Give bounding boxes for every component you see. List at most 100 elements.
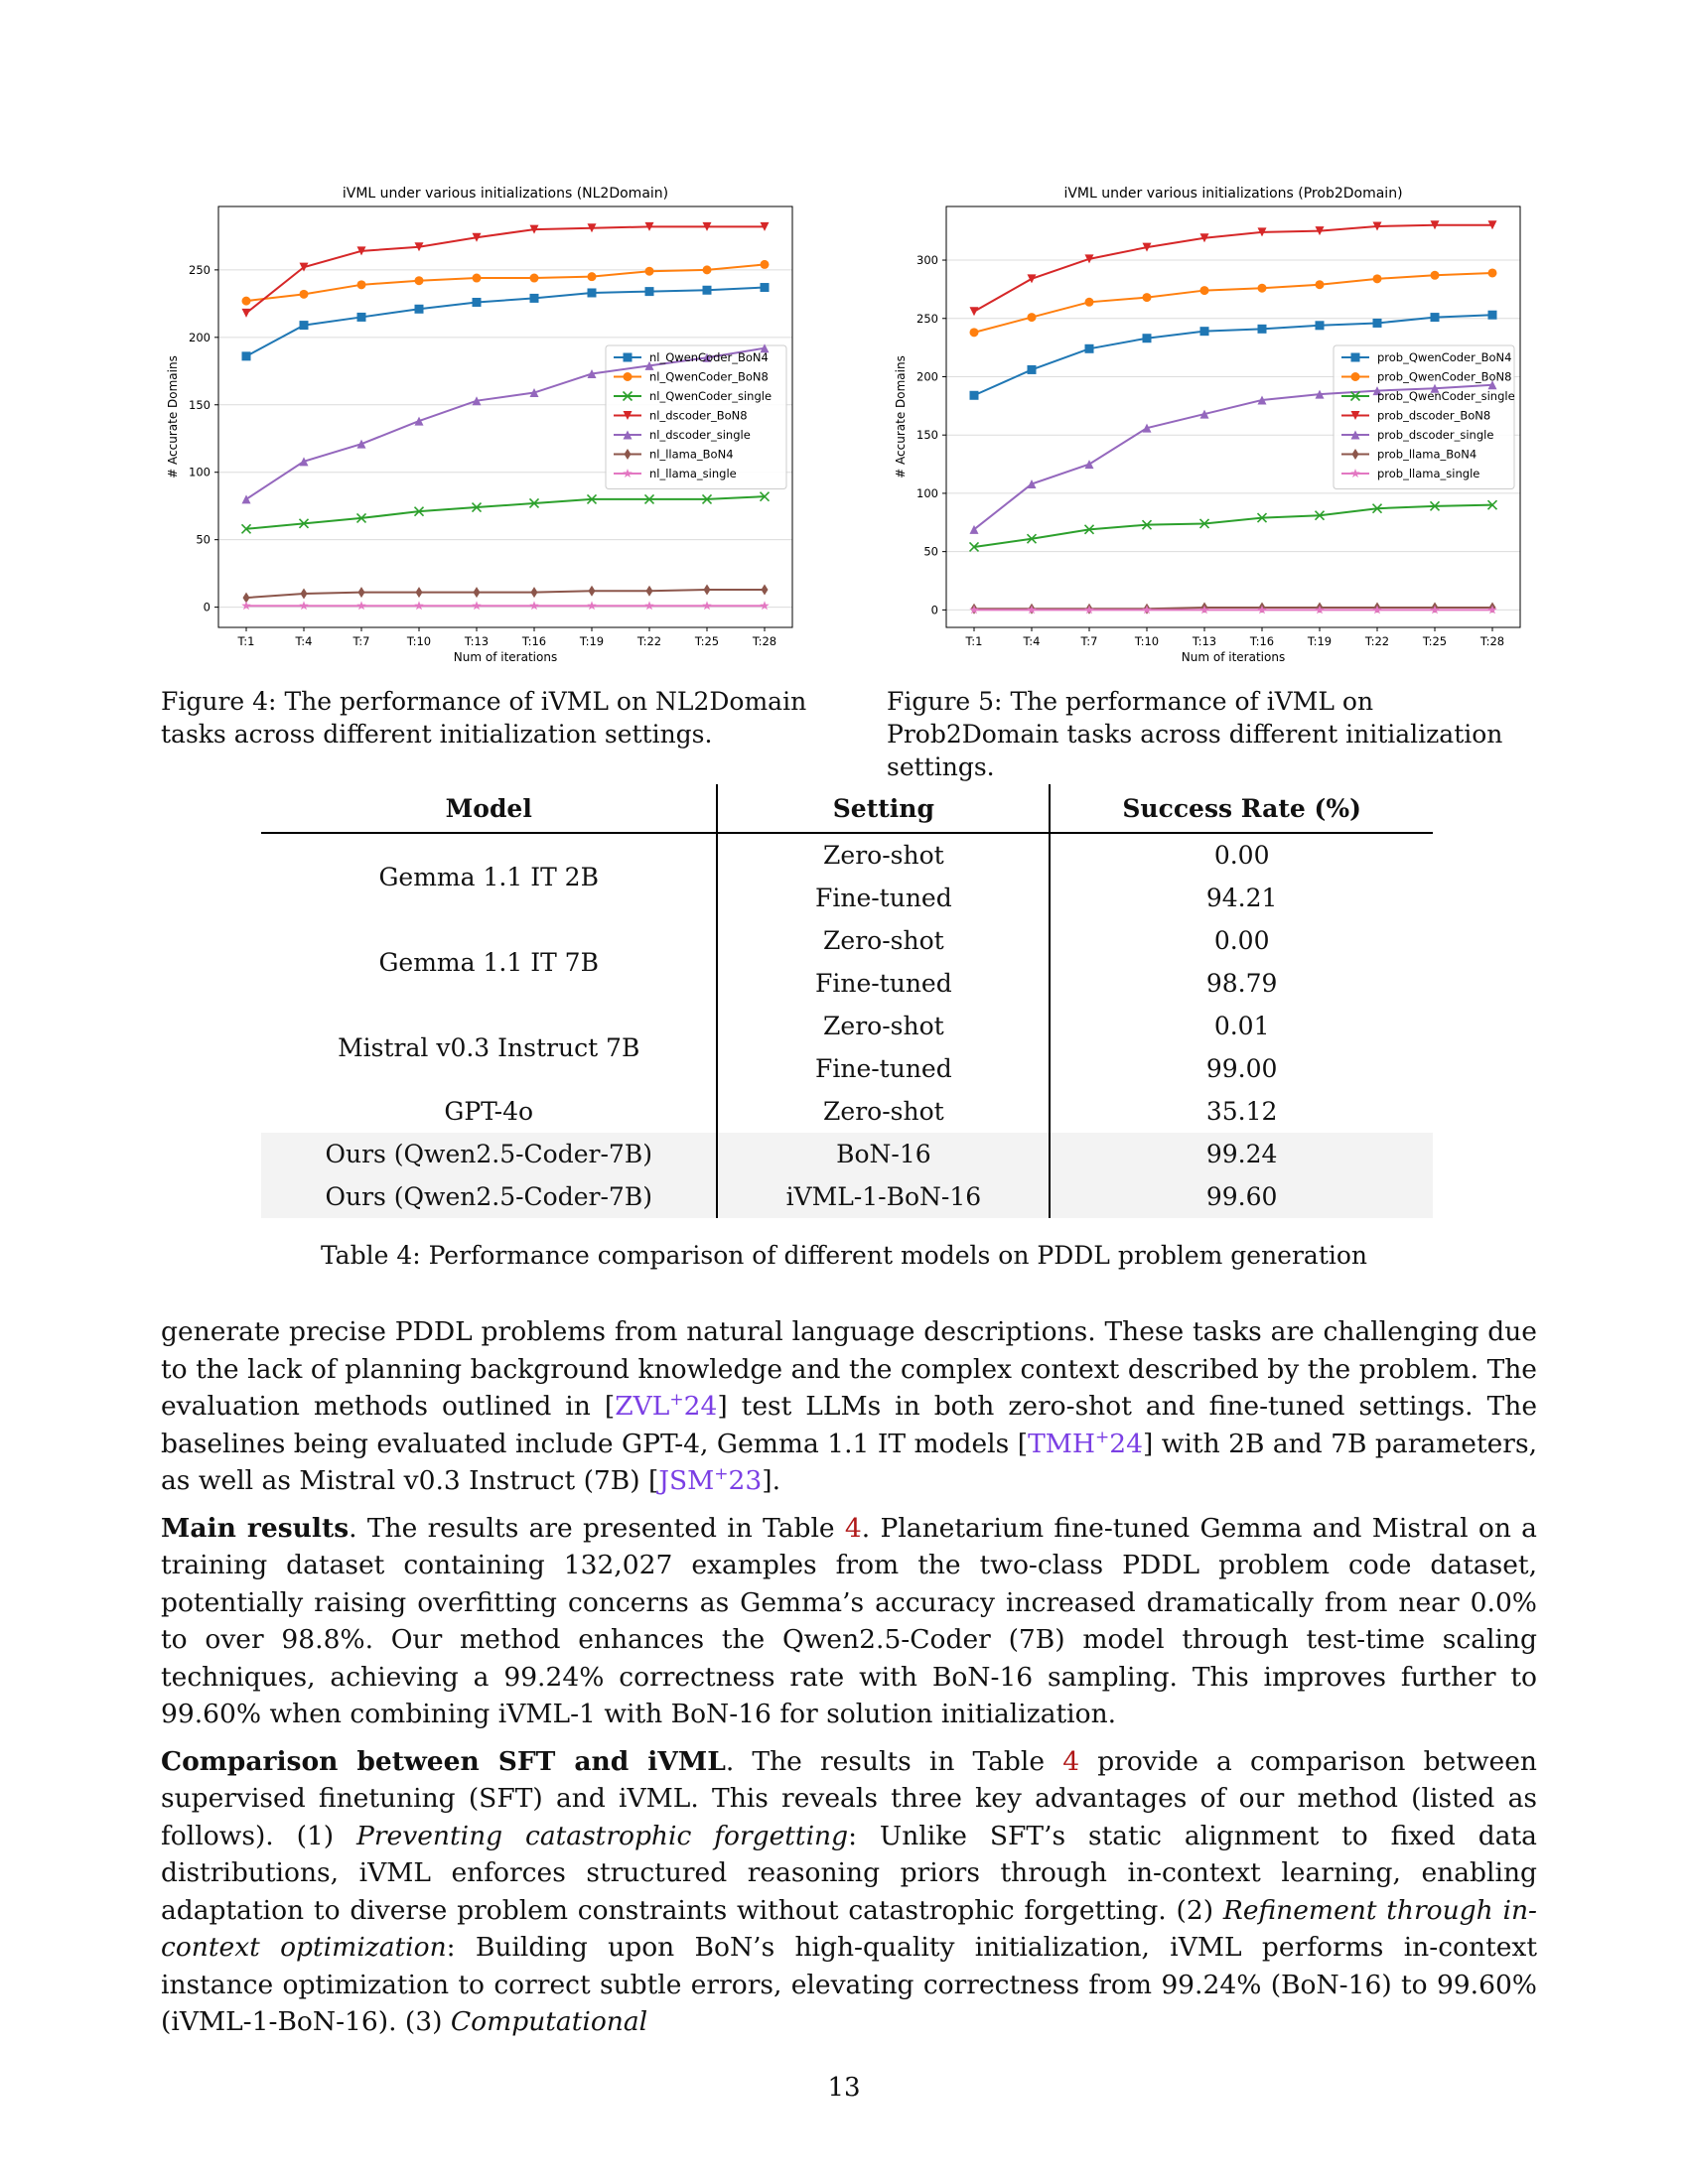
results-table: Model Setting Success Rate (%) Gemma 1.1…: [261, 784, 1433, 1218]
y-tick-label: 200: [189, 331, 211, 344]
legend-label: nl_llama_single: [649, 467, 737, 480]
marker-x-stroke: [701, 493, 713, 504]
setting-cell: Zero-shot: [716, 919, 1052, 962]
text-span: provide a comparison between supervised …: [161, 1745, 1537, 1851]
rate-cell: 35.12: [1205, 1097, 1278, 1126]
marker-x: [413, 506, 425, 517]
marker-square: [1315, 321, 1325, 331]
marker-star: [1084, 605, 1094, 614]
marker-triangle-down: [587, 223, 597, 233]
marker-x: [622, 390, 633, 402]
citation-link[interactable]: TMH+24: [1028, 1429, 1143, 1459]
x-tick-label: T:7: [352, 634, 370, 648]
marker-diamond: [761, 584, 769, 596]
marker-star: [969, 605, 979, 614]
marker-x-stroke: [643, 493, 655, 504]
marker-star: [529, 601, 539, 611]
x-tick-label: T:25: [694, 634, 719, 648]
marker-square: [1487, 310, 1497, 320]
text-span: . The results in Table: [725, 1745, 1063, 1777]
marker-x-stroke: [1026, 533, 1038, 544]
plot-frame: [217, 205, 793, 628]
marker-circle: [1142, 293, 1152, 303]
marker-diamond: [703, 584, 711, 596]
rate-cell: 0.00: [1213, 841, 1270, 870]
marker-diamond: [415, 587, 423, 599]
marker-diamond: [357, 587, 365, 599]
table-row-ours: Ours (Qwen2.5-Coder-7B) BoN-16 99.24: [261, 1133, 1433, 1175]
marker-x: [586, 493, 598, 504]
legend-label: nl_dscoder_BoN8: [649, 409, 748, 423]
legend-label: nl_dscoder_single: [649, 428, 751, 442]
x-tick-label: T:25: [1422, 634, 1447, 648]
marker-circle: [1372, 274, 1382, 284]
model-cell: Ours (Qwen2.5-Coder-7B): [261, 1175, 718, 1218]
marker-star: [1372, 605, 1382, 614]
table-reference-link[interactable]: 4: [844, 1512, 862, 1544]
marker-x-stroke: [1314, 510, 1326, 521]
text-span: generate precise PDDL problems from natu…: [161, 1316, 1537, 1422]
setting-cell: iVML-1-BoN-16: [716, 1175, 1052, 1218]
marker-triangle-down: [1487, 220, 1497, 230]
y-axis-label: # Accurate Domains: [166, 355, 180, 478]
rate-cell: 98.79: [1205, 969, 1278, 998]
marker-x-stroke: [759, 491, 771, 502]
marker-square: [1199, 327, 1209, 337]
marker-x: [1198, 518, 1210, 529]
marker-square: [760, 283, 770, 293]
table-row: Fine-tuned 98.79: [261, 962, 1433, 1005]
x-tick-label: T:16: [1249, 634, 1274, 648]
marker-triangle-down: [644, 221, 654, 231]
text-span: . Planetarium fine-tuned Gemma and Mistr…: [161, 1512, 1537, 1730]
marker-triangle-down: [1350, 411, 1360, 420]
marker-x-stroke: [1141, 519, 1153, 530]
marker-square: [1430, 313, 1440, 323]
marker-x: [1349, 390, 1361, 402]
setting-cell: Fine-tuned: [716, 962, 1052, 1005]
marker-diamond: [530, 587, 538, 599]
marker-triangle-down: [529, 224, 539, 234]
marker-diamond: [1351, 449, 1359, 460]
model-cell: Mistral v0.3 Instruct 7B: [338, 1032, 640, 1062]
marker-triangle-up: [969, 524, 979, 534]
citation-sup: +: [669, 1390, 684, 1411]
marker-circle: [623, 372, 633, 381]
marker-triangle-down: [1257, 227, 1267, 237]
marker-triangle-down: [1027, 274, 1037, 284]
marker-square: [1372, 318, 1382, 328]
table-reference-link[interactable]: 4: [1062, 1745, 1080, 1777]
model-cell: GPT-4o: [444, 1097, 534, 1126]
x-tick-label: T:22: [636, 634, 661, 648]
table-row: Fine-tuned 99.00: [261, 1047, 1433, 1090]
marker-square: [587, 288, 597, 298]
series-nl_dscoder_single: [241, 343, 770, 504]
text-span: : Unlike SFT’s static alignment to fixed…: [161, 1820, 1537, 1926]
x-tick-label: T:13: [464, 634, 489, 648]
marker-triangle-up: [760, 343, 770, 353]
marker-x-stroke: [471, 501, 483, 513]
marker-square: [356, 312, 366, 322]
rate-cell: 99.00: [1205, 1054, 1278, 1083]
series-nl_llama_BoN4: [242, 584, 769, 604]
citation-link[interactable]: JSM+23: [658, 1465, 762, 1496]
x-tick-label: T:4: [295, 634, 313, 648]
marker-x: [471, 501, 483, 513]
marker-triangle-up: [1430, 383, 1440, 393]
rate-cell: 94.21: [1205, 884, 1278, 912]
legend-label: prob_QwenCoder_BoN8: [1377, 370, 1511, 384]
marker-star: [414, 601, 424, 611]
y-tick-label: 150: [189, 398, 211, 412]
citation-link[interactable]: ZVL+24: [615, 1391, 717, 1422]
y-tick-label: 250: [916, 312, 938, 326]
marker-x-stroke: [586, 493, 598, 504]
marker-x: [1026, 533, 1038, 544]
x-tick-label: T:1: [965, 634, 983, 648]
setting-cell: Fine-tuned: [716, 1047, 1052, 1090]
series-line: [973, 383, 1493, 531]
marker-diamond: [300, 588, 308, 600]
text-span: with 2B and 7B parameters, as well as Mi…: [161, 1428, 1537, 1497]
marker-circle: [1084, 297, 1094, 307]
marker-square: [623, 352, 633, 362]
y-tick-label: 100: [189, 466, 211, 479]
marker-square: [1257, 324, 1267, 334]
